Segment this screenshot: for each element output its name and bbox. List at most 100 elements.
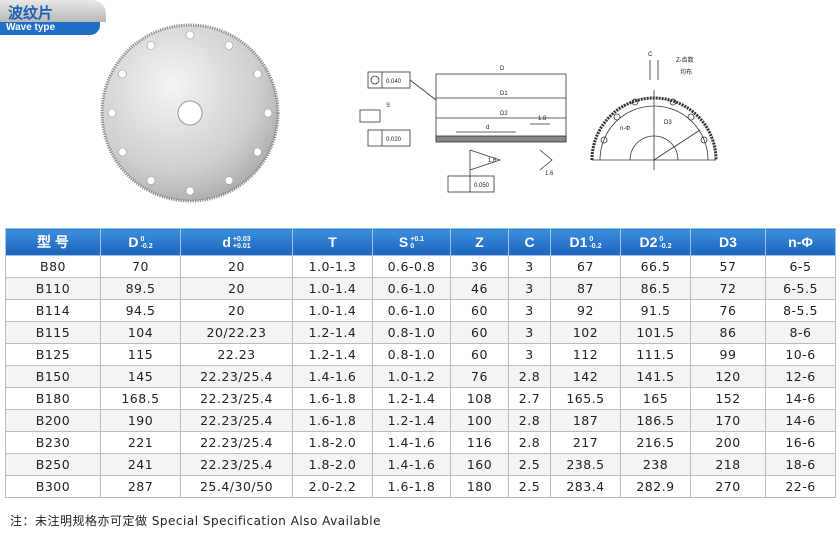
table-cell: 60	[450, 343, 509, 366]
blade	[100, 23, 280, 203]
table-cell: 270	[690, 475, 766, 498]
table-row: B300 287 25.4/30/50 2.0-2.2 1.6-1.8 180 2.5 283…	[5, 475, 836, 498]
table-cell: B200	[5, 409, 101, 432]
table-cell: 200	[690, 431, 766, 454]
table-cell: 116	[450, 431, 509, 454]
table-cell: 2.8	[508, 409, 551, 432]
table-cell: 115	[100, 343, 181, 366]
table-row: B125 115 22.23 1.2-1.4 0.8-1.0 60 3 112 111.5 99 1…	[5, 343, 836, 366]
table-cell: 2.8	[508, 365, 551, 388]
table-cell: 100	[450, 409, 509, 432]
label: 均布	[680, 68, 692, 76]
tolerance: +0.1 0	[410, 236, 424, 250]
tolerance-upper: +0.03	[232, 236, 251, 244]
table-row: B250 241 22.23/25.4 1.8-2.0 1.4-1.6 160 2.5 238…	[5, 453, 836, 476]
column-label: D	[128, 233, 139, 250]
tolerance: +0.03 +0.01	[233, 236, 251, 250]
title: 波纹片	[8, 4, 54, 22]
label: 1.6	[488, 158, 497, 164]
table-cell: 1.4-1.6	[372, 453, 451, 476]
tolerance-upper: +0.1	[410, 236, 425, 244]
label: d	[486, 125, 489, 131]
column-label: 型 号	[37, 234, 69, 250]
table-cell: 221	[100, 431, 181, 454]
table-cell: 2.7	[508, 387, 551, 410]
table-cell: 18-6	[765, 453, 836, 476]
label: 0.040	[386, 79, 402, 85]
column-header: D2 0 -0.2	[620, 228, 691, 256]
table-cell: 168.5	[100, 387, 181, 410]
table-cell: 104	[100, 321, 181, 344]
table-cell: 186.5	[620, 409, 691, 432]
table-cell: 8-5.5	[765, 299, 836, 322]
table-cell: 170	[690, 409, 766, 432]
table-body: B80 70 20 1.0-1.3 0.6-0.8 36 3 67 66.5 57 6-5 B110 8…	[5, 255, 836, 498]
table-cell: 238.5	[550, 453, 621, 476]
table-cell: 218	[690, 453, 766, 476]
table-row: B114 94.5 20 1.0-1.4 0.6-1.0 60 3 92 91.5 76 8-5.5	[5, 299, 836, 322]
table-cell: 8-6	[765, 321, 836, 344]
table-cell: 22.23/25.4	[180, 453, 293, 476]
table-cell: 20/22.23	[180, 321, 293, 344]
table-cell: 101.5	[620, 321, 691, 344]
table-cell: 22.23/25.4	[180, 387, 293, 410]
table-cell: 22.23	[180, 343, 293, 366]
table-cell: 241	[100, 453, 181, 476]
table-cell: 0.6-1.0	[372, 299, 451, 322]
table-cell: 60	[450, 299, 509, 322]
table-cell: 160	[450, 453, 509, 476]
table-cell: 87	[550, 277, 621, 300]
table-cell: 14-6	[765, 409, 836, 432]
column-header: Z	[450, 228, 509, 256]
table-cell: 76	[690, 299, 766, 322]
table-cell: B230	[5, 431, 101, 454]
table-cell: 22-6	[765, 475, 836, 498]
column-header: C	[508, 228, 551, 256]
table-cell: B110	[5, 277, 101, 300]
table-cell: 1.6-1.8	[292, 409, 373, 432]
tolerance: 0 -0.2	[589, 236, 601, 250]
label: S	[386, 103, 390, 109]
table-cell: 1.2-1.4	[292, 343, 373, 366]
column-label: S	[398, 233, 409, 250]
table-cell: 3	[508, 321, 551, 344]
table-cell: 217	[550, 431, 621, 454]
column-header: T	[292, 228, 373, 256]
column-label: n-Φ	[788, 234, 813, 250]
table-cell: 141.5	[620, 365, 691, 388]
label: C	[648, 52, 653, 58]
table-cell: 111.5	[620, 343, 691, 366]
table-cell: 20	[180, 277, 293, 300]
table-cell: 187	[550, 409, 621, 432]
table-row: B180 168.5 22.23/25.4 1.6-1.8 1.2-1.4 108 2.7 1…	[5, 387, 836, 410]
table-cell: 165.5	[550, 387, 621, 410]
drawing-right	[590, 60, 718, 170]
table-cell: 91.5	[620, 299, 691, 322]
column-header: D 0 -0.2	[100, 228, 181, 256]
tolerance-upper: 0	[140, 236, 145, 244]
table-row: B150 145 22.23/25.4 1.4-1.6 1.0-1.2 76 2.8 142 1…	[5, 365, 836, 388]
column-label: D1	[569, 233, 588, 250]
table-cell: 102	[550, 321, 621, 344]
table-cell: 1.2-1.4	[372, 409, 451, 432]
column-label: C	[524, 234, 535, 250]
column-label: D2	[639, 233, 658, 250]
spec-table: 型 号 D 0 -0.2 d +0.03 +0.01 T S +0.1 0 Z C D1 0 -0.2 D2 0-…	[5, 228, 836, 498]
table-cell: B250	[5, 453, 101, 476]
table-cell: 3	[508, 343, 551, 366]
tolerance: 0 -0.2	[659, 236, 671, 250]
footnote: 注：未注明规格亦可定做 Special Specification Also A…	[10, 514, 381, 528]
header-row: 型 号 D 0 -0.2 d +0.03 +0.01 T S +0.1 0 Z C D1 0 -0.2 D2 0-…	[5, 228, 836, 256]
column-header: D3	[690, 228, 766, 256]
label: 0.020	[386, 137, 402, 143]
label: D3	[664, 120, 672, 126]
column-header: n-Φ	[765, 228, 836, 256]
label: n-Φ	[620, 126, 630, 132]
table-cell: 287	[100, 475, 181, 498]
tolerance: 0 -0.2	[141, 236, 153, 250]
table-cell: 86	[690, 321, 766, 344]
table-cell: 2.5	[508, 475, 551, 498]
tolerance-lower: -0.2	[659, 243, 672, 251]
table-cell: 57	[690, 255, 766, 278]
banner: 波纹片 Wave type	[0, 0, 106, 36]
